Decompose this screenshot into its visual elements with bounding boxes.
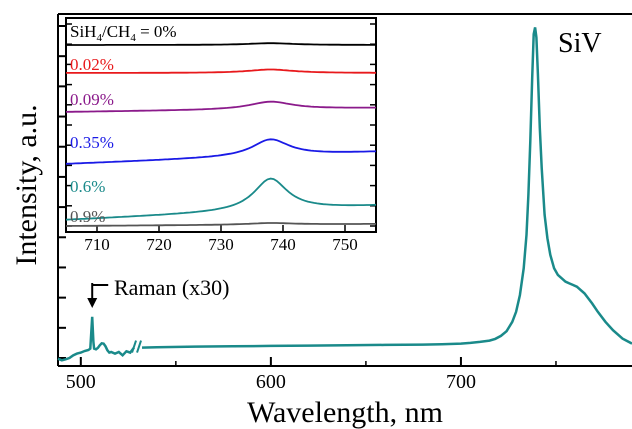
x-tick-label: 600 bbox=[256, 371, 286, 393]
x-tick-label: 700 bbox=[446, 371, 476, 393]
inset-x-tick-label: 740 bbox=[270, 235, 296, 254]
inset-series-label: 0.6% bbox=[70, 177, 105, 196]
inset-box bbox=[65, 17, 377, 233]
break-mark-left bbox=[131, 340, 137, 353]
inset-series-label: 0.9% bbox=[70, 207, 105, 226]
raman-arrow bbox=[87, 283, 109, 308]
main-plot-axes bbox=[57, 13, 632, 367]
inset-x-tick-label: 720 bbox=[146, 235, 172, 254]
inset-series-labels: SiH4/CH4 = 0% 0.02% 0.09% 0.35% 0.6% 0.9% bbox=[70, 22, 177, 226]
inset-x-tick-label: 730 bbox=[208, 235, 234, 254]
x-axis-label: Wavelength, nm bbox=[247, 396, 443, 429]
y-axis-label: Intensity, a.u. bbox=[10, 104, 43, 265]
break-mark-right bbox=[136, 340, 142, 353]
main-plot-series bbox=[57, 27, 632, 362]
main-plot-ticks: 500 600 700 bbox=[58, 25, 557, 393]
inset-plot-frame bbox=[65, 17, 377, 233]
inset-series-line bbox=[65, 100, 376, 113]
inset-plot-series bbox=[65, 42, 377, 227]
inset-series-label: SiH4/CH4 = 0% bbox=[70, 22, 177, 44]
inset-series-line bbox=[65, 177, 377, 221]
inset-x-tick-label: 710 bbox=[84, 235, 110, 254]
raman-label: Raman (x30) bbox=[114, 275, 229, 300]
inset-series-label: 0.35% bbox=[70, 133, 114, 152]
inset-series-line bbox=[65, 138, 377, 165]
axis-break-marks bbox=[131, 340, 142, 353]
inset-series-line bbox=[66, 68, 376, 74]
main-series-line-segment-1 bbox=[57, 316, 135, 362]
inset-plot-ticks: 710 720 730 740 750 bbox=[66, 23, 376, 254]
inset-x-tick-label: 750 bbox=[332, 235, 358, 254]
raman-arrow-head bbox=[87, 298, 98, 308]
x-tick-label: 500 bbox=[66, 371, 96, 393]
inset-series-line bbox=[66, 42, 376, 46]
inset-series-label: 0.09% bbox=[70, 90, 114, 109]
peak-label-siv: SiV bbox=[558, 28, 602, 59]
inset-series-line bbox=[65, 222, 376, 227]
inset-series-label: 0.02% bbox=[70, 55, 114, 74]
main-series-line-segment-2 bbox=[142, 27, 632, 349]
